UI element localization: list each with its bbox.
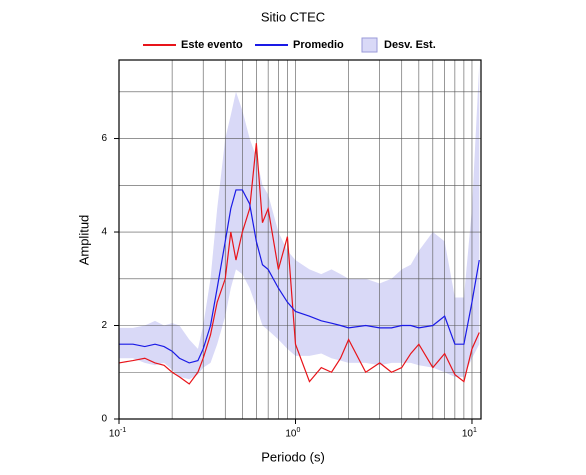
y-tick-label: 6 bbox=[101, 133, 107, 144]
y-tick-label: 4 bbox=[101, 227, 107, 238]
y-tick-label: 2 bbox=[101, 320, 107, 331]
x-axis-title: Periodo (s) bbox=[261, 449, 325, 464]
legend-label: Promedio bbox=[293, 39, 344, 51]
chart-title: Sitio CTEC bbox=[261, 9, 325, 24]
legend-label: Desv. Est. bbox=[384, 39, 436, 51]
x-tick-label: 10 bbox=[109, 429, 121, 440]
y-axis-title: Amplitud bbox=[76, 215, 91, 266]
series-line bbox=[119, 189, 480, 364]
legend-swatch bbox=[361, 37, 378, 53]
plot-layer bbox=[119, 63, 480, 380]
x-tick-exponent: 0 bbox=[296, 427, 300, 434]
x-tick-exponent: -1 bbox=[120, 427, 126, 434]
x-tick-label: 10 bbox=[462, 429, 474, 440]
legend-label: Este evento bbox=[181, 39, 243, 51]
std-band bbox=[119, 63, 480, 380]
plot-frame bbox=[118, 59, 482, 420]
series-line bbox=[118, 143, 480, 385]
y-tick-label: 0 bbox=[101, 414, 107, 425]
x-tick-exponent: 1 bbox=[473, 427, 477, 434]
x-tick-label: 10 bbox=[285, 429, 297, 440]
